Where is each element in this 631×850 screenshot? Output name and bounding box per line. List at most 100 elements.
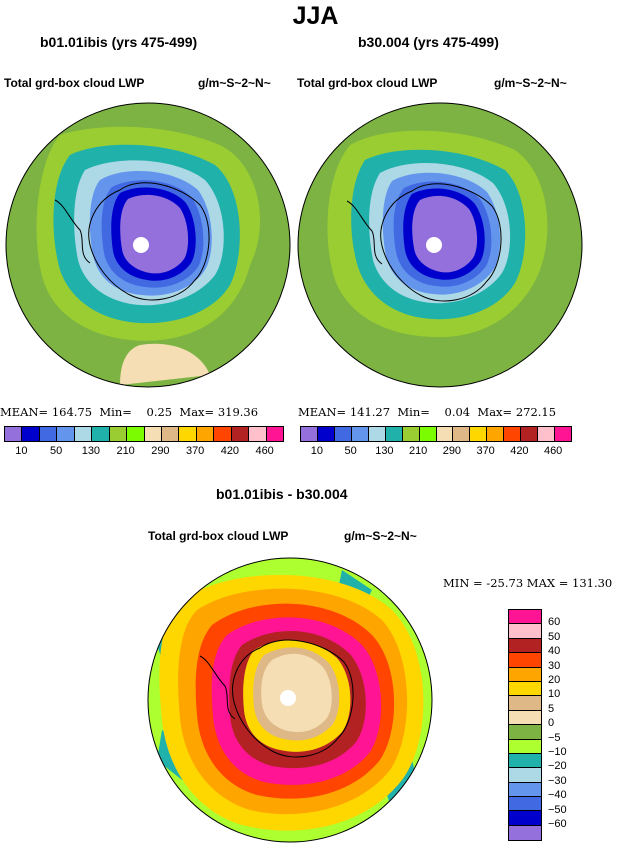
- colorbar-swatch: [368, 427, 386, 441]
- colorbar-swatch: [301, 427, 318, 441]
- panel1-case-title: b01.01ibis (yrs 475-499): [40, 34, 198, 50]
- colorbar-swatch: [555, 427, 571, 441]
- colorbar-swatch: [470, 427, 488, 441]
- diff-colorbar-swatch: [509, 753, 541, 769]
- panel2-variable-label: Total grd-box cloud LWP: [297, 76, 438, 90]
- colorbar-swatch: [144, 427, 162, 441]
- colorbar-swatch: [249, 427, 267, 441]
- diff-colorbar-level-label: −40: [548, 789, 567, 802]
- colorbar-swatch: [231, 427, 250, 441]
- colorbar-swatch: [504, 427, 522, 441]
- diff-colorbar-swatch: [509, 653, 541, 668]
- colorbar-tick-label: 460: [255, 445, 274, 457]
- diff-colorbar-swatch: [509, 811, 541, 826]
- panel2-colorbar: [300, 426, 572, 442]
- colorbar-tick-label: 10: [310, 445, 323, 457]
- colorbar-tick-label: 130: [81, 445, 101, 457]
- colorbar-tick-label: 290: [151, 445, 170, 457]
- colorbar-swatch: [521, 427, 539, 441]
- colorbar-swatch: [538, 427, 556, 441]
- diff-colorbar-level-label: 50: [548, 630, 561, 643]
- panel2-polar-map: [297, 102, 583, 388]
- diff-colorbar-swatch: [509, 681, 541, 697]
- diff-colorbar-level-label: 30: [548, 659, 561, 672]
- diff-colorbar-swatch: [509, 624, 541, 639]
- panel1-colorbar-labels: 10 50 130 210 290 370 420 460: [4, 445, 282, 459]
- diff-colorbar-swatch: [509, 739, 541, 754]
- colorbar-swatch: [317, 427, 335, 441]
- colorbar-tick-label: 130: [375, 445, 394, 457]
- colorbar-swatch: [179, 427, 197, 441]
- diff-colorbar-level-label: 5: [548, 702, 555, 715]
- diff-colorbar-swatch: [509, 768, 541, 783]
- diff-variable-label: Total grd-box cloud LWP: [148, 529, 289, 543]
- diff-colorbar-level-label: −30: [548, 774, 567, 787]
- diff-colorbar-level-label: −60: [548, 818, 567, 830]
- panel1-units-label: g/m~S~2~N~: [198, 76, 271, 90]
- colorbar-tick-label: 370: [185, 445, 205, 457]
- colorbar-swatch: [127, 427, 145, 441]
- diff-colorbar-swatch: [509, 667, 541, 682]
- panel1-variable-label: Total grd-box cloud LWP: [4, 76, 145, 90]
- colorbar-tick-label: 50: [50, 445, 63, 457]
- diff-colorbar: [508, 609, 542, 842]
- colorbar-swatch: [402, 427, 420, 441]
- colorbar-swatch: [109, 427, 128, 441]
- colorbar-swatch: [436, 427, 454, 441]
- diff-colorbar-swatch: [509, 782, 541, 798]
- diff-colorbar-level-label: 20: [548, 674, 561, 686]
- colorbar-swatch: [351, 427, 369, 441]
- colorbar-swatch: [334, 427, 352, 441]
- panel1-colorbar: [4, 426, 284, 442]
- diff-colorbar-level-label: −10: [548, 746, 567, 758]
- season-title: JJA: [292, 2, 339, 30]
- colorbar-tick-label: 290: [442, 445, 462, 457]
- colorbar-tick-label: 370: [476, 445, 495, 457]
- diff-colorbar-level-label: −5: [548, 731, 561, 744]
- colorbar-tick-label: 460: [543, 445, 563, 457]
- diff-polar-map: [147, 557, 433, 843]
- panel1-polar-map: [5, 102, 291, 388]
- diff-colorbar-level-label: 40: [548, 645, 561, 658]
- diff-colorbar-swatch: [509, 638, 541, 654]
- diff-title: b01.01ibis - b30.004: [216, 486, 348, 502]
- colorbar-swatch: [39, 427, 58, 441]
- colorbar-swatch: [161, 427, 180, 441]
- diff-min-max: MIN = -25.73 MAX = 131.30: [443, 576, 613, 590]
- colorbar-swatch: [266, 427, 283, 441]
- diff-colorbar-swatch: [509, 725, 541, 740]
- diff-colorbar-swatch: [509, 710, 541, 726]
- panel2-stats: MEAN= 141.27 Min= 0.04 Max= 272.15: [298, 405, 557, 419]
- diff-colorbar-swatch: [509, 610, 541, 625]
- colorbar-swatch: [419, 427, 437, 441]
- diff-colorbar-swatch: [509, 797, 541, 812]
- diff-colorbar-swatch: [509, 696, 541, 711]
- colorbar-tick-label: 210: [408, 445, 428, 457]
- panel1-stats: MEAN= 164.75 Min= 0.25 Max= 319.36: [0, 405, 259, 419]
- colorbar-swatch: [453, 427, 471, 441]
- colorbar-swatch: [22, 427, 40, 441]
- diff-colorbar-level-label: 10: [548, 688, 561, 701]
- panel2-case-title: b30.004 (yrs 475-499): [358, 34, 499, 50]
- diff-colorbar-level-label: −20: [548, 760, 567, 773]
- diff-colorbar-level-label: 60: [548, 616, 561, 629]
- panel2-colorbar-labels: 10 50 130 210 290 370 420 460: [300, 445, 570, 459]
- colorbar-swatch: [74, 427, 93, 441]
- colorbar-swatch: [487, 427, 505, 441]
- colorbar-swatch: [214, 427, 232, 441]
- colorbar-tick-label: 50: [344, 445, 357, 457]
- colorbar-swatch: [5, 427, 23, 441]
- diff-colorbar-swatch: [509, 825, 541, 841]
- panel2-units-label: g/m~S~2~N~: [494, 76, 567, 90]
- colorbar-tick-label: 210: [116, 445, 135, 457]
- diff-colorbar-level-label: 0: [548, 717, 555, 730]
- colorbar-swatch: [385, 427, 403, 441]
- colorbar-swatch: [57, 427, 75, 441]
- diff-units-label: g/m~S~2~N~: [344, 529, 417, 543]
- colorbar-tick-label: 10: [15, 445, 28, 457]
- colorbar-tick-label: 420: [220, 445, 240, 457]
- colorbar-tick-label: 420: [510, 445, 529, 457]
- colorbar-swatch: [92, 427, 110, 441]
- diff-colorbar-level-label: −50: [548, 803, 567, 816]
- colorbar-swatch: [196, 427, 215, 441]
